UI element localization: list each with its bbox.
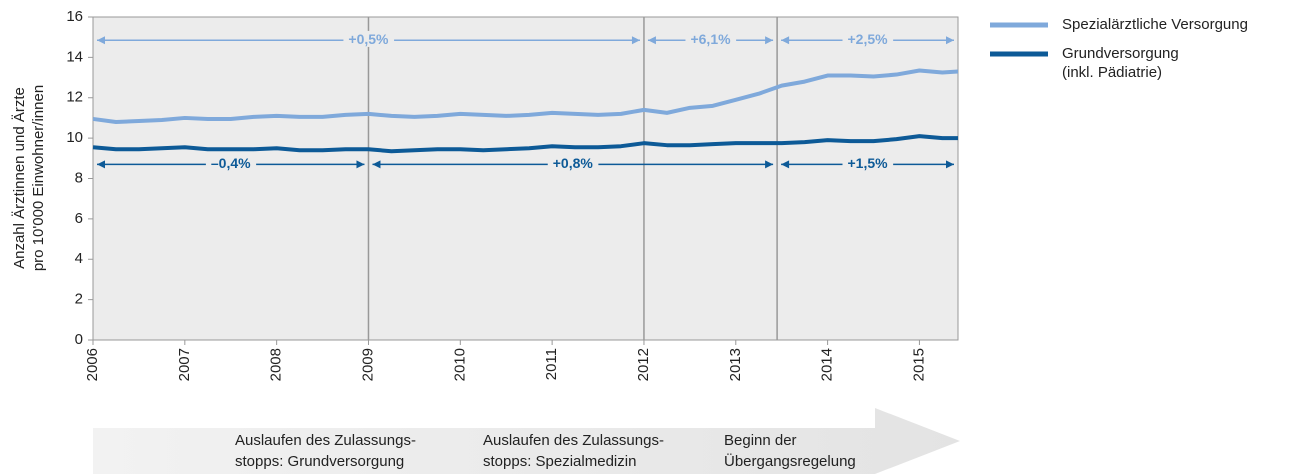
event-label: Auslaufen des Zulassungs- [235,432,416,449]
change-label: –0,4% [211,155,251,171]
change-label: +0,5% [348,31,389,47]
change-arrow: +0,5% [97,30,640,47]
x-tick-label: 2006 [84,348,101,381]
plot-area [92,16,959,341]
x-tick-label: 2007 [176,348,193,381]
change-label: +1,5% [848,155,889,171]
y-tick-label: 2 [75,291,83,308]
event-label: Auslaufen des Zulassungs- [483,432,664,449]
change-arrow: +0,8% [372,155,774,172]
event-label: Beginn der [724,432,797,449]
change-arrow: +6,1% [647,30,774,47]
change-label: +2,5% [848,31,889,47]
change-label: +0,8% [553,155,594,171]
timeline-band [93,408,960,474]
label-bg [205,155,257,172]
y-tick-label: 14 [66,48,83,65]
x-tick-label: 2011 [543,348,560,380]
legend-label: Grundversorgung (inkl. Pädiatrie) [1062,45,1179,81]
y-tick-label: 16 [66,8,83,25]
label-bg [343,30,395,47]
y-tick-label: 0 [75,331,83,348]
label-bg [842,30,894,47]
x-tick-label: 2012 [635,348,652,381]
y-tick-label: 10 [66,129,83,146]
label-bg [547,155,599,172]
label-bg [685,30,737,47]
y-axis-label: pro 10'000 Einwohner/innen [30,85,47,271]
x-tick-label: 2014 [819,348,836,381]
x-tick-label: 2009 [359,348,376,381]
change-label: +6,1% [690,31,731,47]
x-tick-label: 2008 [268,348,285,381]
event-label: stopps: Grundversorgung [235,453,404,470]
event-label: Übergangsregelung [724,452,856,470]
change-arrow: +2,5% [781,30,954,47]
event-label: stopps: Spezialmedizin [483,453,636,470]
change-arrow: –0,4% [97,155,365,172]
y-axis-label: Anzahl Ärztinnen und Ärzte [11,87,28,269]
series-line [92,134,958,154]
y-tick-label: 4 [75,250,83,267]
series-line [92,68,959,124]
legend-label: Spezialärztliche Versorgung [1062,16,1248,33]
y-tick-label: 8 [75,169,83,186]
x-tick-label: 2015 [910,348,927,381]
change-arrow: +1,5% [781,155,954,172]
x-tick-label: 2010 [451,348,468,381]
y-tick-label: 6 [75,210,83,227]
label-bg [842,155,894,172]
y-tick-label: 12 [66,89,83,106]
x-tick-label: 2013 [727,348,744,381]
